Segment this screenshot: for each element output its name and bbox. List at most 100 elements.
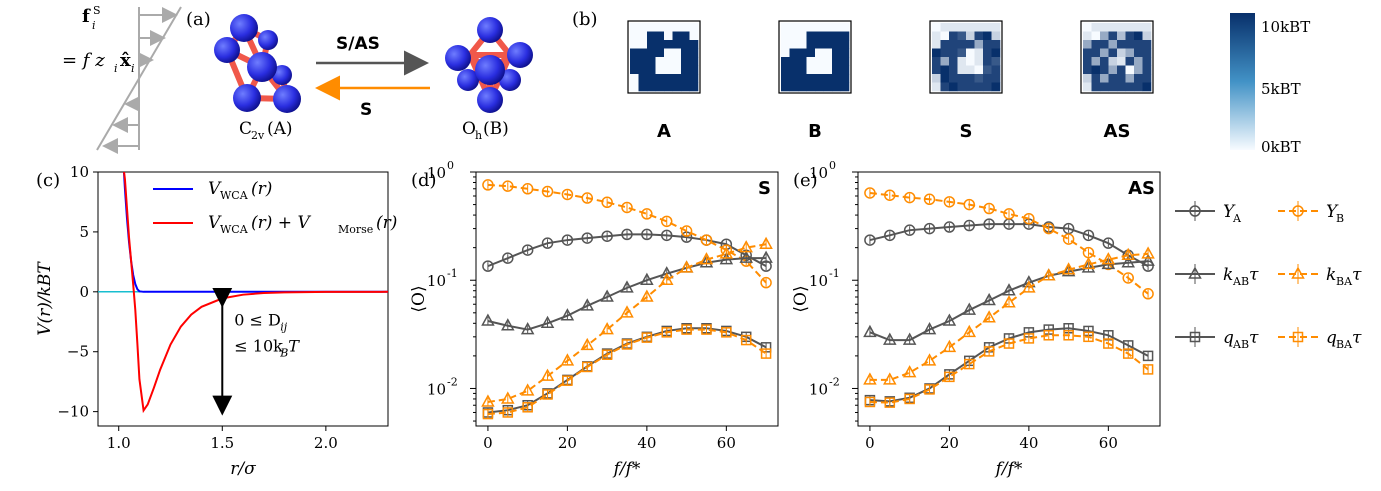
legend-item-qBA: q BA τ (1278, 327, 1362, 351)
y-axis-label: ⟨O⟩ (791, 285, 811, 312)
data-point (883, 372, 897, 385)
panel-label-a: (a) (186, 9, 211, 30)
matrix-cell (655, 57, 665, 66)
matrix-cell (630, 31, 639, 41)
matrix-cell (974, 23, 984, 32)
matrix-cell (806, 65, 816, 75)
annotation-line-1-sub: ij (280, 320, 288, 333)
data-point (1043, 330, 1054, 341)
matrix-cell (1100, 82, 1109, 92)
data-point (502, 407, 514, 418)
matrix-cell (806, 48, 816, 58)
matrix-label: S (960, 121, 973, 142)
panel-title: S (758, 178, 771, 199)
y-tick-label: 10 (427, 380, 446, 398)
matrix-cell (806, 40, 816, 49)
matrix-cell (1083, 31, 1092, 41)
matrix-as: AS (1080, 20, 1154, 142)
matrix-cell (815, 48, 824, 58)
matrix-cell (664, 57, 673, 66)
matrix-cell (781, 82, 790, 92)
matrix-cell (940, 23, 950, 32)
matrix-cell (991, 31, 1001, 41)
matrix-cell (1125, 40, 1135, 49)
data-point (660, 229, 673, 242)
matrix-cell (966, 65, 975, 75)
data-point (681, 324, 692, 335)
legend-subscript: AB (1232, 338, 1249, 351)
axes-frame (97, 171, 389, 427)
data-point (983, 202, 995, 215)
matrix-cell (630, 57, 639, 66)
matrix-cell (932, 48, 941, 58)
matrix-label: AS (1104, 121, 1131, 142)
matrix-cell (983, 57, 992, 66)
matrix-cell (672, 57, 682, 66)
data-point (760, 276, 772, 289)
matrix-cell (932, 23, 941, 32)
colorbar (1230, 13, 1255, 150)
force-expression-sub: i (114, 62, 118, 75)
matrix-cell (638, 65, 648, 75)
matrix-cell (672, 40, 682, 49)
y-tick-exponent: 0 (447, 159, 454, 172)
matrix-cell (1125, 48, 1135, 58)
data-point (560, 353, 575, 366)
matrix-cell (1091, 23, 1101, 32)
matrix-cell (823, 48, 833, 58)
legend-symbol: q (1223, 328, 1234, 348)
data-point (1022, 280, 1036, 293)
y-tick-label: 5 (79, 223, 89, 241)
matrix-cell (638, 48, 648, 58)
matrix-cell (672, 82, 682, 92)
series-line (869, 252, 1149, 381)
matrix-cell (957, 74, 967, 83)
matrix-cell (815, 40, 824, 49)
data-point (679, 260, 694, 273)
matrix-cell (983, 74, 992, 83)
matrix-cell (798, 23, 807, 32)
matrix-cell (832, 65, 841, 75)
panel-b: (b) A B S AS 10kBT 5kBT 0kBT (572, 9, 1310, 156)
data-point (601, 349, 613, 360)
data-point (1141, 246, 1155, 259)
y-axis-label: V(r)/kBT (35, 261, 55, 336)
data-point (481, 313, 495, 326)
matrix-cell (840, 57, 850, 66)
matrix-cell (1125, 31, 1135, 41)
data-point (521, 183, 534, 195)
legend-marker (1189, 331, 1201, 343)
data-point (740, 334, 752, 346)
y-tick-label: 10 (427, 164, 446, 182)
matrix-cell (1134, 82, 1143, 92)
matrix-cell (1142, 74, 1152, 83)
matrix-cell (949, 48, 958, 58)
matrix-cell (966, 23, 975, 32)
matrix-cell (940, 48, 950, 58)
data-point (759, 236, 773, 250)
matrix-cell (1134, 31, 1143, 41)
matrix-cell (1117, 31, 1126, 41)
data-point (739, 250, 753, 263)
matrix-cell (798, 65, 807, 75)
matrix-cell (672, 23, 682, 32)
matrix-cell (647, 74, 656, 83)
data-point (884, 397, 896, 408)
data-point (580, 298, 595, 311)
legend-symbol: k (1326, 265, 1336, 285)
matrix-cell (957, 65, 967, 75)
matrix-cell (789, 57, 799, 66)
y-tick-exponent: 0 (829, 159, 836, 172)
data-point (884, 229, 896, 242)
matrix-cell (789, 48, 799, 58)
matrix-cell (689, 31, 699, 41)
data-point (1041, 268, 1056, 281)
x-tick-label: 60 (717, 434, 736, 452)
legend-subscript: A (1232, 212, 1242, 225)
x-tick-label: 1.0 (107, 434, 131, 452)
legend-c-symbol: V (208, 179, 222, 199)
data-point (621, 339, 633, 350)
data-point (640, 272, 654, 285)
matrix-cell (638, 57, 648, 66)
